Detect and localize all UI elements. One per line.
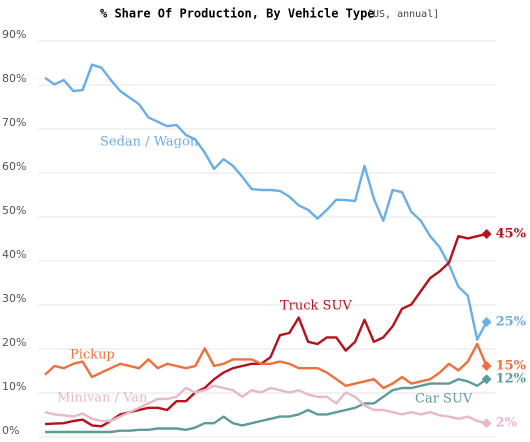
end-label: 2% <box>496 416 518 431</box>
series-line <box>45 378 488 434</box>
y-tick-label: 30% <box>2 292 26 305</box>
y-tick-label: 70% <box>2 116 26 129</box>
y-tick-label: 60% <box>2 160 26 173</box>
end-label: 45% <box>496 227 527 242</box>
end-label: 25% <box>496 315 527 330</box>
y-tick-label: 0% <box>2 424 19 437</box>
series-label: Car SUV <box>415 392 473 407</box>
chart-subtitle: [US, annual] <box>367 9 439 20</box>
series-line <box>44 384 487 425</box>
y-tick-label: 80% <box>2 72 26 85</box>
series-line <box>44 342 488 390</box>
end-marker <box>481 374 492 385</box>
end-label: 15% <box>496 359 527 374</box>
end-marker <box>481 229 492 239</box>
y-tick-label: 50% <box>2 204 26 217</box>
end-marker <box>481 418 492 429</box>
end-marker <box>481 361 492 371</box>
series-label: Pickup <box>70 348 115 363</box>
y-tick-label: 10% <box>2 380 26 393</box>
series-label: Sedan / Wagon <box>100 135 199 150</box>
end-marker <box>481 317 492 327</box>
series-label: Truck SUV <box>280 299 352 314</box>
y-tick-label: 20% <box>2 336 26 349</box>
chart-title: % Share Of Production, By Vehicle Type <box>100 7 375 21</box>
series-line <box>44 232 487 428</box>
y-tick-label: 40% <box>2 248 26 261</box>
end-label: 12% <box>496 372 527 387</box>
series-label: Minivan / Van <box>57 391 148 406</box>
y-tick-label: 90% <box>2 28 26 41</box>
series-line <box>44 63 488 341</box>
